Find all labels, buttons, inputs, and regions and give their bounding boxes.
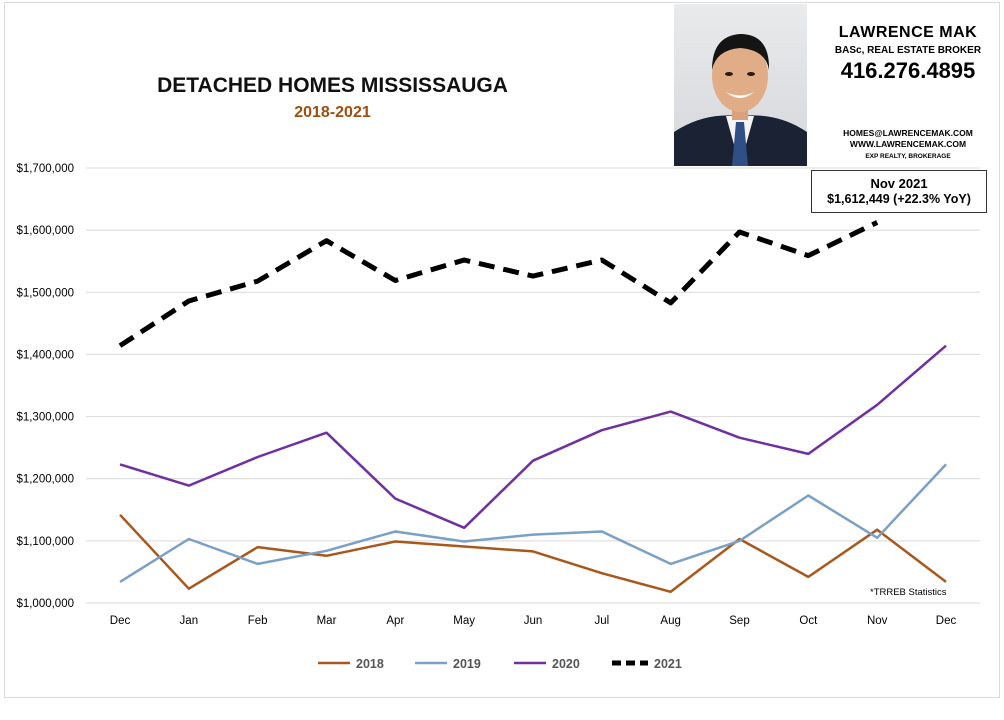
- nov-2021-callout: Nov 2021 $1,612,449 (+22.3% YoY): [811, 170, 987, 213]
- chart-subtitle: 2018-2021: [294, 104, 371, 121]
- x-tick-label: Aug: [660, 615, 680, 627]
- series-line-2021: [118, 220, 879, 348]
- series-line-2020: [119, 344, 947, 530]
- agent-website: WWW.LAWRENCEMAK.COM: [849, 139, 967, 149]
- y-tick-label: $1,200,000: [16, 474, 74, 486]
- x-axis-labels: Dec Jan Feb Mar Apr May Jun Jul Aug Sep Oct Nov Dec: [110, 615, 957, 627]
- chart-title: DETACHED HOMES MISSISSAUGA: [157, 74, 508, 97]
- x-tick-label: Oct: [799, 615, 818, 627]
- x-tick-label: Sep: [729, 615, 749, 627]
- callout-line-1: Nov 2021: [870, 176, 928, 191]
- x-tick-label: Nov: [867, 615, 888, 627]
- grid-layer: [86, 167, 980, 604]
- legend: 2018 2019 2020 2021: [318, 657, 682, 671]
- series-line-2018: [119, 513, 947, 594]
- agent-brokerage: EXP REALTY, BROKERAGE: [865, 153, 951, 160]
- chart-frame: [4, 2, 1000, 698]
- y-tick-label: $1,000,000: [16, 598, 74, 610]
- x-tick-label: Apr: [386, 615, 404, 627]
- y-axis-labels: $1,000,000 $1,100,000 $1,200,000 $1,300,000…: [16, 163, 74, 610]
- agent-photo: [674, 4, 807, 166]
- x-tick-label: Feb: [248, 615, 268, 627]
- callout-line-2: $1,612,449 (+22.3% YoY): [827, 192, 971, 206]
- legend-label-2021: 2021: [654, 657, 682, 671]
- source-note: *TRREB Statistics: [870, 587, 947, 598]
- legend-label-2019: 2019: [453, 657, 481, 671]
- y-tick-label: $1,100,000: [16, 536, 74, 548]
- y-tick-label: $1,600,000: [16, 225, 74, 237]
- agent-name: LAWRENCE MAK: [838, 24, 978, 41]
- x-tick-label: May: [453, 615, 475, 627]
- series-line-2019: [119, 463, 947, 583]
- x-tick-label: Jan: [180, 615, 199, 627]
- x-tick-label: Dec: [936, 615, 957, 627]
- x-tick-label: Mar: [317, 615, 337, 627]
- agent-email: HOMES@LAWRENCEMAK.COM: [843, 128, 973, 138]
- y-tick-label: $1,300,000: [16, 412, 74, 424]
- x-tick-label: Dec: [110, 615, 131, 627]
- agent-phone: 416.276.4895: [840, 58, 976, 83]
- y-tick-label: $1,400,000: [16, 349, 74, 361]
- x-tick-label: Jun: [524, 615, 543, 627]
- x-tick-label: Jul: [594, 615, 609, 627]
- y-tick-label: $1,700,000: [16, 163, 74, 175]
- legend-label-2018: 2018: [356, 657, 384, 671]
- legend-label-2020: 2020: [552, 657, 580, 671]
- y-tick-label: $1,500,000: [16, 287, 74, 299]
- series-layer: [118, 220, 947, 594]
- agent-title: BASc, REAL ESTATE BROKER: [834, 45, 982, 56]
